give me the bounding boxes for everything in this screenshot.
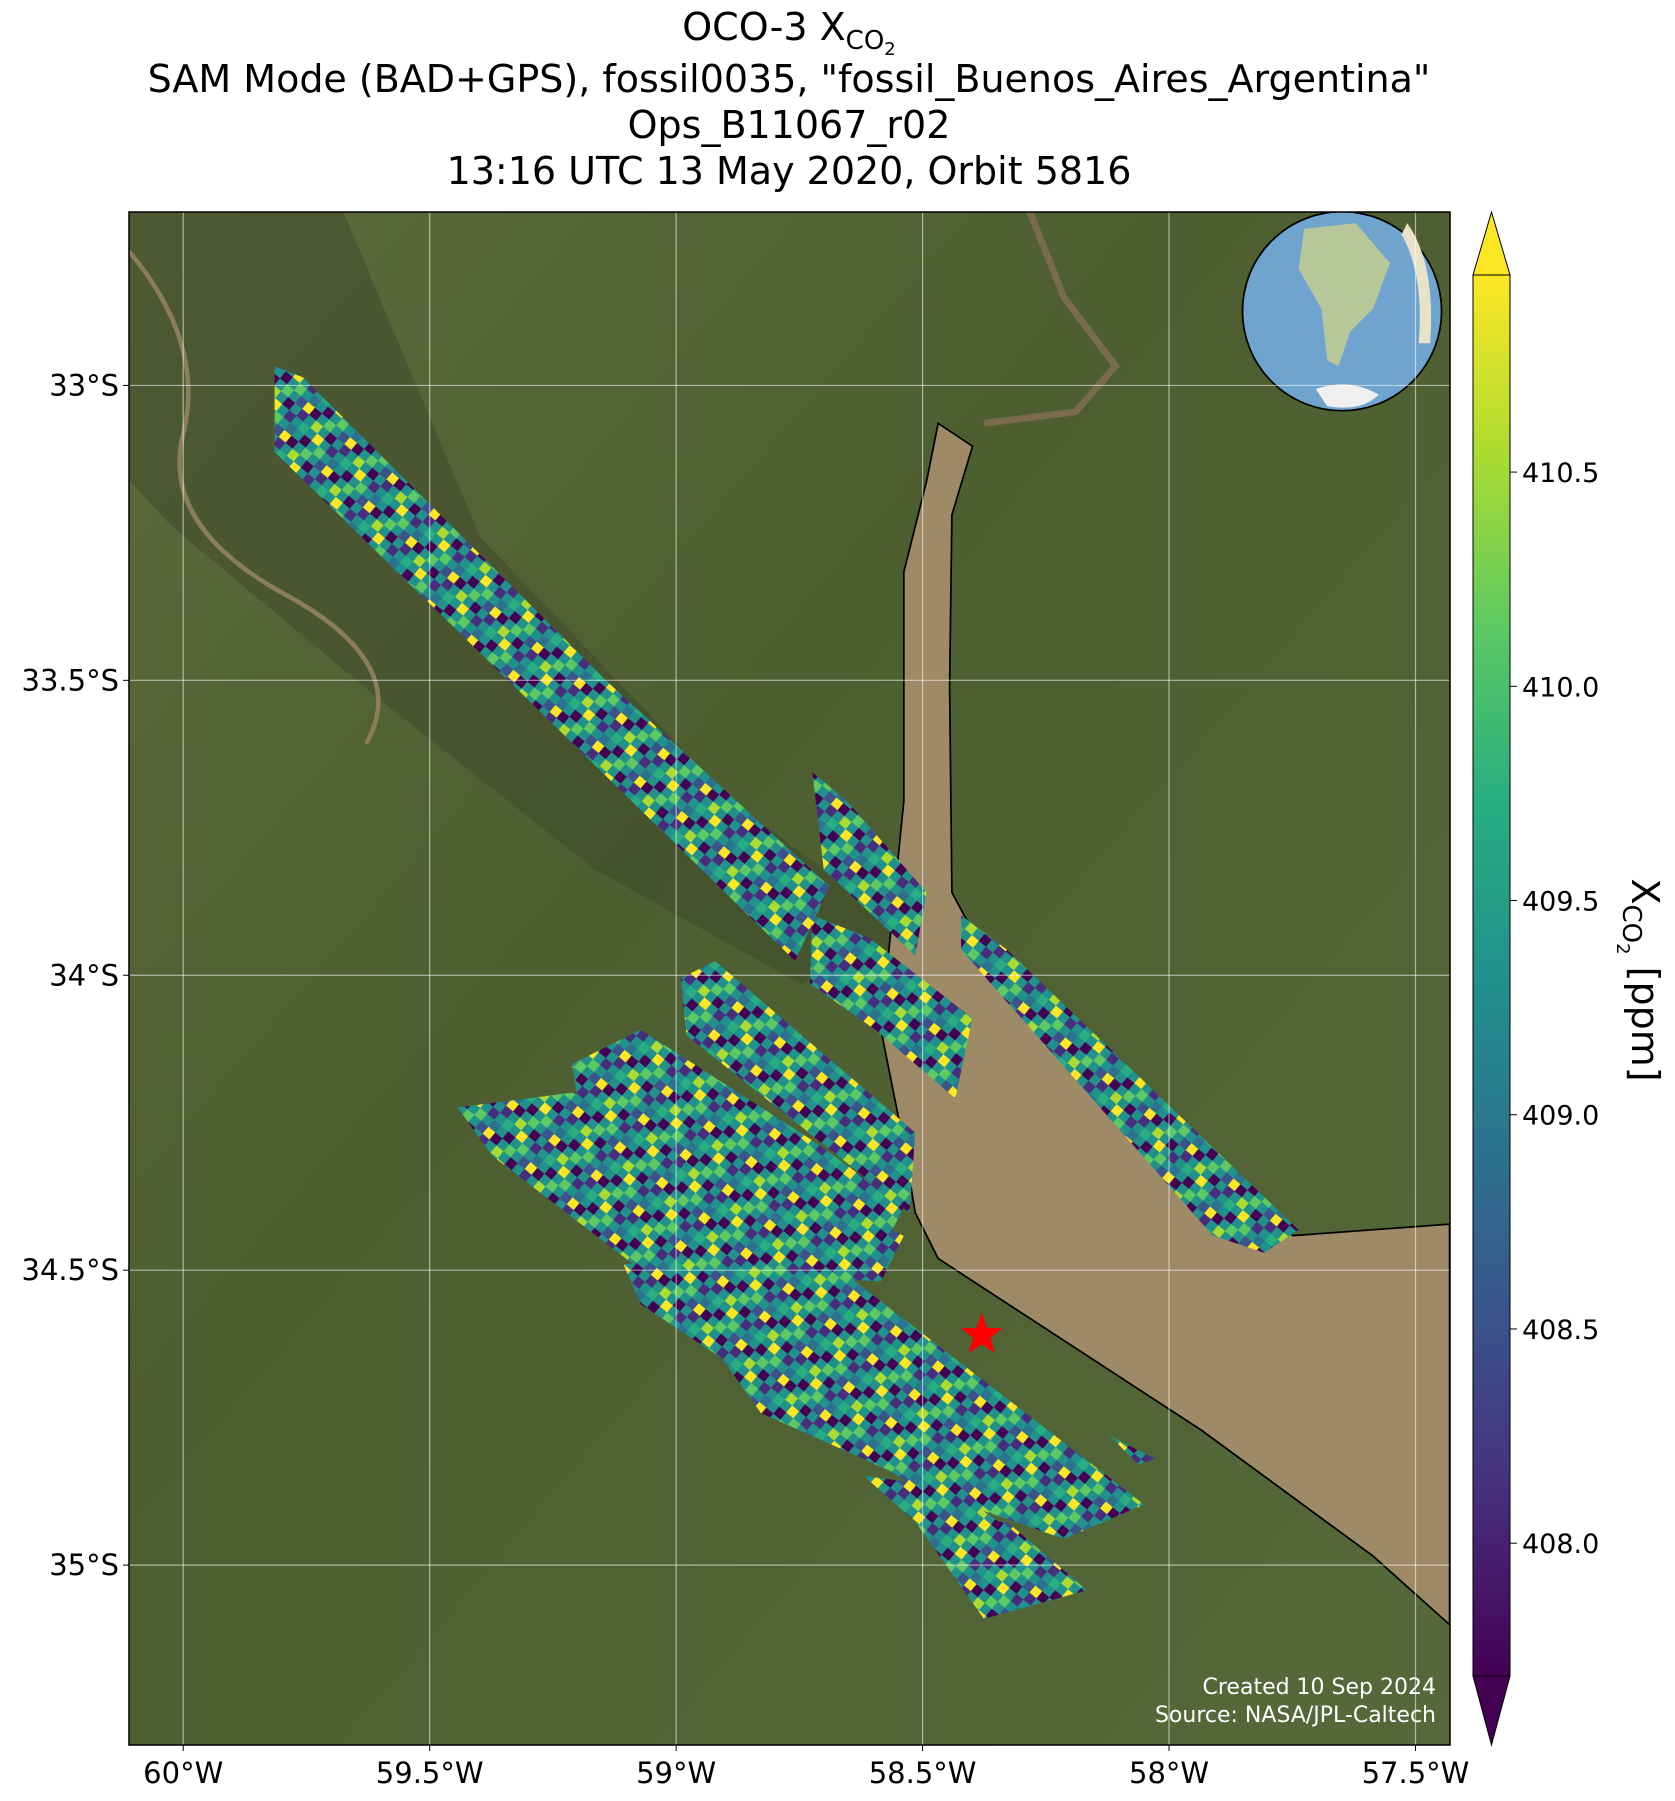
x-tick-label: 57.5°W — [1362, 1756, 1470, 1790]
colorbar-label-subsub: 2 — [1612, 943, 1633, 954]
title-text: OCO-3 X — [682, 5, 845, 49]
river — [129, 250, 381, 745]
swath — [915, 1521, 1087, 1619]
colorbar-tick-label: 409.0 — [1522, 1101, 1599, 1132]
title: OCO-3 XCO2 — [682, 5, 896, 60]
title-subsub: 2 — [884, 39, 895, 60]
credits: Created 10 Sep 2024 Source: NASA/JPL-Calt… — [1155, 1675, 1436, 1728]
map-frame — [128, 211, 1451, 1746]
river — [983, 212, 1120, 427]
colorbar-label-sub: CO — [1616, 904, 1646, 943]
x-tick-label: 60°W — [143, 1756, 223, 1790]
colorbar: 408.0 408.5 409.0 409.5 410.0 410.5 XCO2 [ppm] — [1472, 210, 1667, 1747]
y-tick-label: 33.5°S — [22, 663, 119, 697]
colorbar-tick-label: 408.0 — [1522, 1529, 1599, 1560]
swath — [680, 961, 916, 1213]
colorbar-label-text: X — [1623, 878, 1667, 904]
swath — [961, 915, 1299, 1253]
x-tick-label: 58.5°W — [869, 1756, 977, 1790]
credit: Source: NASA/JPL-Caltech — [1155, 1703, 1436, 1728]
colorbar-extend-top — [1472, 210, 1511, 276]
colorbar-label-suffix: [ppm] — [1623, 955, 1667, 1082]
colorbar-tick-label: 409.5 — [1522, 887, 1599, 918]
swath — [812, 772, 927, 956]
swaths — [274, 366, 1299, 1619]
inset-globe — [1241, 212, 1443, 412]
axes: 60°W 59.5°W 59°W 58.5°W 58°W 57.5°W 33°S 33.5°S… — [22, 368, 1470, 1790]
colorbar-body — [1472, 274, 1511, 1677]
y-tick-label: 33°S — [49, 368, 119, 402]
colorbar-tick-label: 410.0 — [1522, 672, 1599, 703]
map: Created 10 Sep 2024 Source: NASA/JPL-Calt… — [129, 212, 1450, 1745]
grid — [129, 212, 1450, 1745]
swath — [457, 1092, 904, 1282]
swath — [675, 1292, 950, 1488]
swath — [863, 1475, 1007, 1528]
subtitle: 13:16 UTC 13 May 2020, Orbit 5816 — [447, 149, 1132, 193]
x-tick-label: 59.5°W — [376, 1756, 484, 1790]
y-tick-label: 34.5°S — [22, 1253, 119, 1287]
swath — [1109, 1435, 1156, 1465]
site — [960, 1313, 1003, 1353]
x-tick-label: 59°W — [636, 1756, 716, 1790]
colorbar-tick-label: 410.5 — [1522, 458, 1599, 489]
estuary — [880, 421, 1450, 1627]
swath — [274, 366, 830, 962]
credit: Created 10 Sep 2024 — [1203, 1675, 1437, 1700]
colorbar-tick-label: 408.5 — [1522, 1315, 1599, 1346]
y-tick-label: 34°S — [49, 958, 119, 992]
subtitle: Ops_B11067_r02 — [628, 103, 951, 147]
title-sub: CO — [846, 26, 885, 56]
swath — [810, 915, 973, 1099]
colorbar-extend-bottom — [1472, 1675, 1511, 1747]
colorbar-label: XCO2 [ppm] — [1612, 878, 1667, 1081]
map-decoration — [129, 212, 1450, 1627]
y-tick-label: 35°S — [49, 1548, 119, 1582]
subtitle: SAM Mode (BAD+GPS), fossil0035, "fossil_… — [148, 57, 1431, 101]
swath — [572, 1029, 904, 1242]
site-marker — [960, 1313, 1003, 1353]
x-tick-label: 58°W — [1129, 1756, 1209, 1790]
